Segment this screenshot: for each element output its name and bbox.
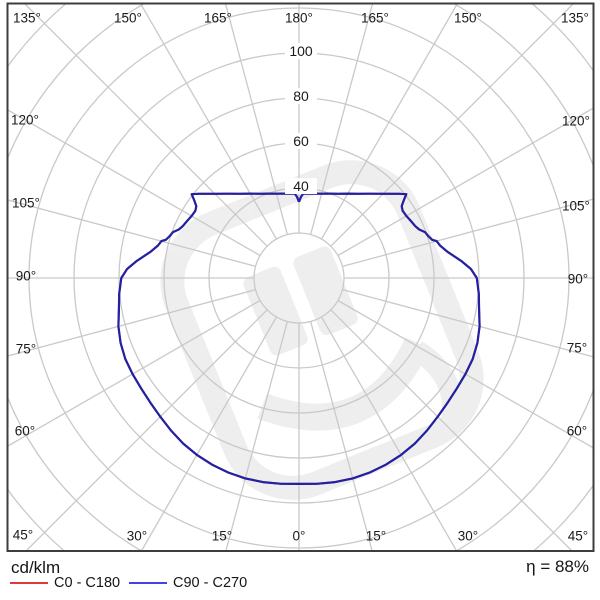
- polar-grid-spoke: [330, 3, 575, 247]
- radial-tick-label: 80: [293, 88, 309, 104]
- angle-tick-label: 180°: [285, 11, 313, 26]
- angle-tick-label: 75°: [16, 342, 36, 357]
- chart-frame-border: [6, 2, 595, 552]
- polar-grid-spoke: [320, 3, 459, 240]
- angle-tick-label: 135°: [13, 11, 41, 26]
- polar-grid-spoke: [140, 316, 278, 551]
- angle-tick-label: 75°: [567, 341, 587, 356]
- angle-tick-label: 90°: [16, 269, 36, 284]
- legend-item-c90-c270: C90 - C270: [129, 575, 247, 591]
- angle-tick-label: 45°: [568, 529, 588, 544]
- angle-tick-label: 15°: [366, 529, 386, 544]
- angle-tick-label: 135°: [561, 11, 589, 26]
- polar-grid-spoke: [7, 108, 261, 257]
- angle-tick-label: 150°: [114, 11, 142, 26]
- radial-label-backing: [285, 178, 317, 194]
- angle-tick-label: 15°: [212, 529, 232, 544]
- legend-label-c0-c180: C0 - C180: [54, 575, 121, 591]
- angle-tick-label: 105°: [562, 199, 590, 214]
- polar-grid-spoke: [225, 321, 288, 551]
- polar-grid-spoke: [342, 289, 594, 358]
- radial-tick-label: 60: [293, 133, 309, 149]
- legend-item-c0-c180: C0 - C180: [10, 575, 120, 591]
- polar-grid-spoke: [337, 299, 594, 449]
- polar-grid-spoke: [337, 107, 594, 257]
- angle-tick-label: 0°: [293, 529, 306, 544]
- angle-tick-label: 120°: [562, 114, 590, 129]
- curve-c90-c270: [117, 192, 481, 485]
- polar-grid-spoke: [139, 3, 278, 240]
- angle-tick-label: 165°: [204, 11, 232, 26]
- polar-chart: 40 60 80 100 135° 150° 165° 180° 165° 150° 135° 120…: [6, 2, 595, 552]
- angle-tick-label: 30°: [458, 529, 478, 544]
- angle-tick-label: 150°: [454, 11, 482, 26]
- polar-grid-spoke: [7, 289, 256, 357]
- efficiency-label: η = 88%: [526, 557, 589, 576]
- angle-tick-label: 120°: [11, 113, 39, 128]
- radial-label-backing: [285, 133, 317, 149]
- angle-tick-label: 165°: [361, 11, 389, 26]
- angle-tick-label: 105°: [12, 196, 40, 211]
- polar-grid-spoke: [310, 3, 374, 235]
- angle-tick-label: 60°: [567, 424, 587, 439]
- units-label: cd/klm: [11, 558, 61, 577]
- polar-grid-spoke: [342, 198, 594, 267]
- legend-line-blue: [129, 582, 167, 584]
- polar-grid-spoke: [7, 199, 256, 267]
- angle-tick-label: 90°: [568, 272, 588, 287]
- radial-tick-label: 100: [289, 43, 313, 59]
- polar-grid-spoke: [25, 309, 268, 551]
- radial-label-backing: [285, 43, 317, 59]
- radial-label-backing: [285, 88, 317, 104]
- polar-grid-spoke: [330, 309, 573, 551]
- angle-tick-label: 45°: [13, 528, 33, 543]
- legend-line-red: [10, 582, 48, 584]
- angle-tick-label: 30°: [127, 529, 147, 544]
- polar-grid-spoke: [310, 321, 373, 551]
- polar-grid-spoke: [320, 316, 458, 551]
- polar-grid-spoke: [224, 3, 288, 235]
- radial-tick-label: 40: [293, 178, 309, 194]
- angle-tick-label: 60°: [15, 424, 35, 439]
- polar-grid-spoke: [23, 3, 268, 247]
- legend-label-c90-c270: C90 - C270: [173, 575, 248, 591]
- polar-grid-spoke: [7, 299, 261, 448]
